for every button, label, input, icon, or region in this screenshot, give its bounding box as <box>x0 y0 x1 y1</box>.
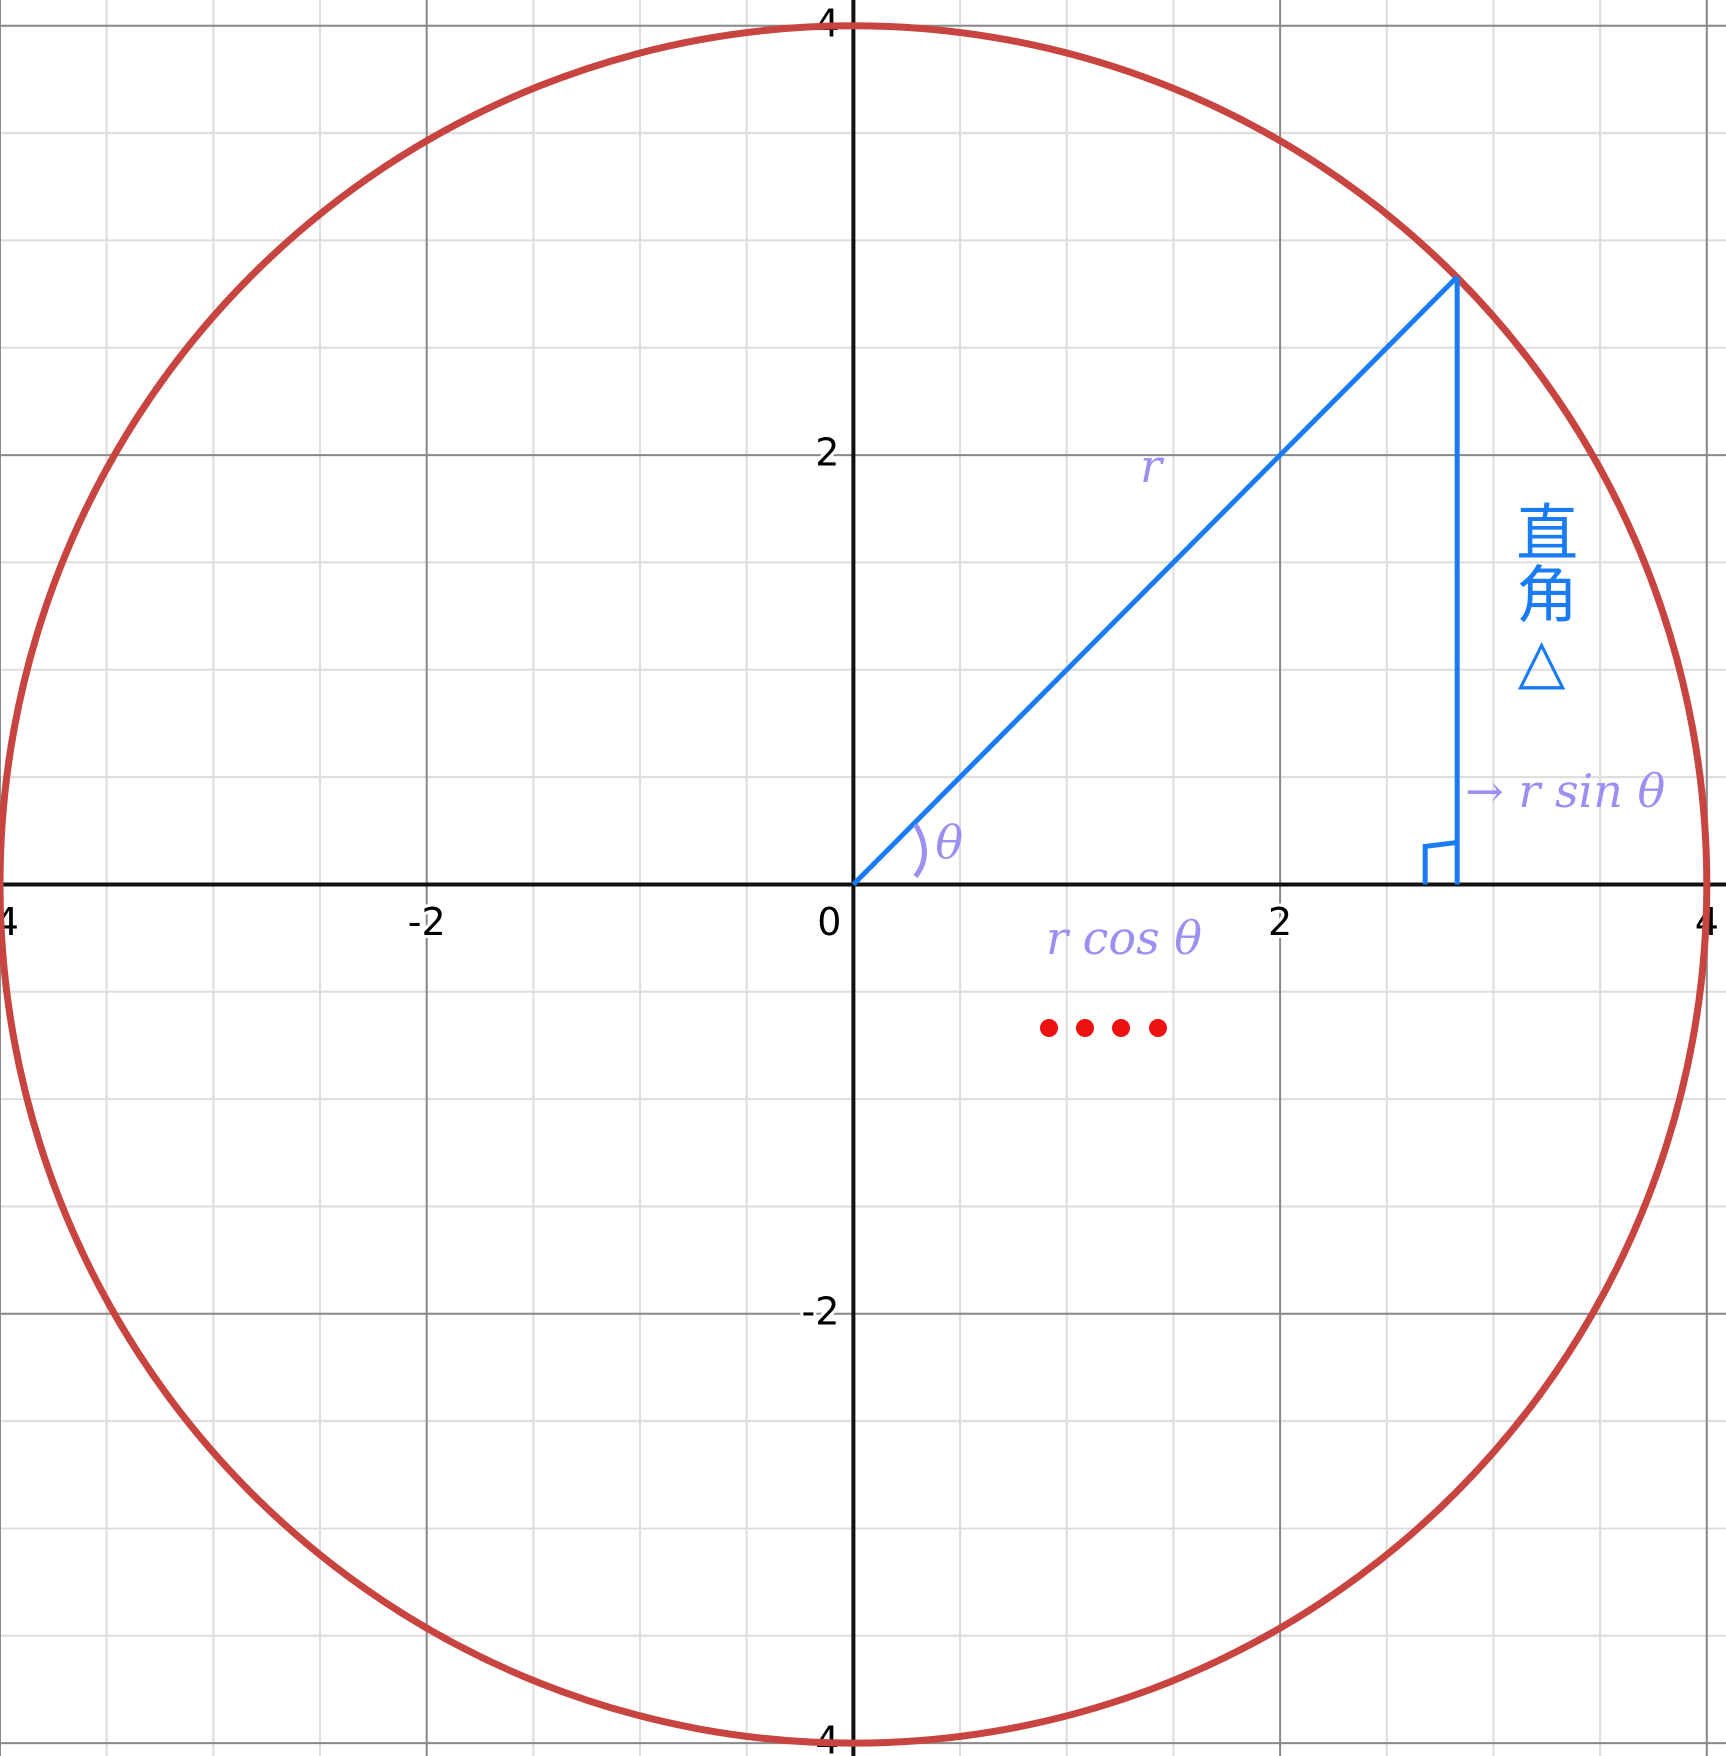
x-tick-label: 2 <box>1268 900 1292 944</box>
triangle-note: 直角△ <box>1505 500 1578 697</box>
circle <box>0 22 1711 1747</box>
dot <box>1149 1019 1167 1037</box>
right-angle-mark <box>1422 839 1458 885</box>
x-tick-label: -2 <box>408 900 446 944</box>
sin-note: → r sin θ <box>1465 764 1665 818</box>
dot <box>1112 1019 1130 1037</box>
x-tick-label: 0 <box>817 900 841 944</box>
angle-note: θ <box>935 815 963 869</box>
y-tick-label: -4 <box>802 1719 840 1756</box>
angle-arc <box>913 823 927 879</box>
cos-note: r cos θ <box>1046 911 1202 965</box>
dot <box>1076 1019 1094 1037</box>
y-tick-label: -2 <box>802 1289 840 1333</box>
y-tick-label: 2 <box>815 431 839 475</box>
radius-segment <box>851 275 1459 887</box>
radius-note: r <box>1140 439 1165 493</box>
dot <box>1040 1019 1058 1037</box>
x-tick-label: -4 <box>0 900 19 944</box>
